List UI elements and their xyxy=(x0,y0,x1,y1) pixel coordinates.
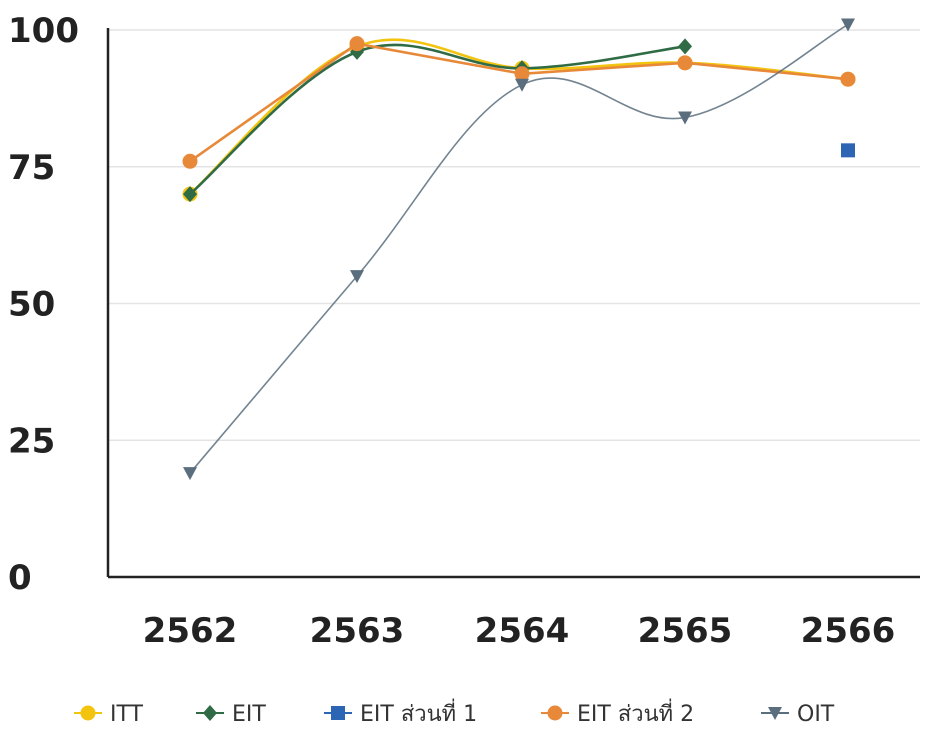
legend: ITT EIT EIT ส่วนที่ 1 EIT ส่วนที่ 2 OIT xyxy=(74,698,835,727)
data-point xyxy=(678,111,692,125)
data-point xyxy=(514,66,530,82)
y-tick-label: 50 xyxy=(8,285,55,325)
data-point xyxy=(677,55,693,71)
x-tick-label: 2563 xyxy=(310,611,405,651)
x-tick-label: 2565 xyxy=(638,611,733,651)
data-point xyxy=(841,18,855,32)
legend-item: EIT xyxy=(196,702,266,727)
data-point xyxy=(515,78,529,92)
x-tick-label: 2562 xyxy=(143,611,238,651)
series-1 xyxy=(183,38,692,203)
legend-item: ITT xyxy=(74,702,144,727)
legend-marker xyxy=(331,706,345,720)
data-point xyxy=(349,36,365,52)
axes xyxy=(106,28,920,579)
legend-label: ITT xyxy=(110,702,144,727)
legend-marker xyxy=(80,705,96,721)
y-tick-label: 100 xyxy=(8,11,79,51)
series-line xyxy=(189,42,849,163)
x-tick-label: 2566 xyxy=(801,611,896,651)
series-3 xyxy=(182,36,856,169)
data-point xyxy=(183,186,197,203)
legend-marker xyxy=(547,705,563,721)
y-tick-label: 0 xyxy=(8,558,32,598)
series-4 xyxy=(183,18,855,481)
legend-label: OIT xyxy=(797,702,835,727)
x-axis-ticks: 2562 2563 2564 2565 2566 xyxy=(143,611,896,651)
legend-item: OIT xyxy=(761,702,835,727)
y-tick-label: 75 xyxy=(8,148,55,188)
y-tick-label: 25 xyxy=(8,421,55,461)
legend-item: EIT ส่วนที่ 2 xyxy=(541,698,694,727)
data-point xyxy=(350,270,364,284)
x-tick-label: 2564 xyxy=(475,611,570,651)
series-0 xyxy=(182,38,856,202)
y-axis-ticks: 0 25 50 75 100 xyxy=(8,11,79,598)
legend-label: EIT ส่วนที่ 2 xyxy=(577,698,694,727)
data-point xyxy=(182,153,198,169)
series-2 xyxy=(841,143,855,158)
series-line xyxy=(189,23,849,474)
legend-marker xyxy=(203,705,217,721)
data-point xyxy=(841,143,855,158)
legend-item: EIT ส่วนที่ 1 xyxy=(324,698,477,727)
legend-label: EIT ส่วนที่ 1 xyxy=(360,698,477,727)
grid-lines xyxy=(108,29,920,441)
legend-label: EIT xyxy=(232,702,266,727)
legend-marker xyxy=(768,707,782,720)
data-point xyxy=(678,38,692,55)
series-layer xyxy=(182,18,856,481)
data-point xyxy=(183,467,197,481)
series-line xyxy=(189,43,686,196)
data-point xyxy=(840,71,856,87)
